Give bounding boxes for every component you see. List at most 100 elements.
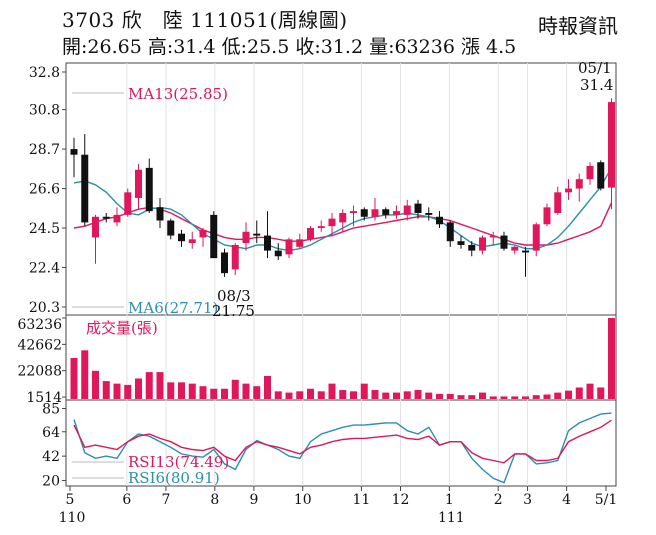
rsi13-line [73,419,612,464]
rsi13-legend: RSI13(74.49) [128,453,229,471]
candle-body [479,237,486,251]
volume-bar [296,391,304,399]
volume-bar [339,390,347,399]
volume-bar [274,391,282,399]
volume-bar [231,379,239,399]
candle-body [274,250,282,257]
volume-bar [156,372,164,399]
volume-bar [317,391,325,399]
candle-body [414,203,422,213]
volume-bar [382,392,390,399]
x-tick-label: 10 [294,492,312,508]
candlesticks [70,98,615,277]
volume-bar [92,370,99,399]
moving-average-lines [73,167,613,252]
ma13-legend: MA13(25.85) [128,85,228,103]
price-axis: 32.8 30.8 28.7 26.6 24.5 22.4 20.3 [29,65,66,316]
volume-bar [500,396,508,399]
volume-bar [597,387,605,399]
rsi-panel-frame [65,399,617,487]
x-tick-label: 11 [352,492,370,508]
candle-body [285,239,293,255]
volume-bar [489,396,497,399]
rsi6-legend: RSI6(80.91) [128,469,220,487]
volume-bar [522,396,529,399]
volume-bar [328,383,336,399]
volume-bar [554,392,562,399]
rsi-tick-label: 42 [42,449,60,465]
candle-body [586,166,594,180]
volume-bar [124,384,132,399]
volume-tick-label: 42662 [17,337,62,353]
candle-body [339,213,347,223]
candle-body [307,228,314,240]
volume-bar [113,383,121,399]
candle-body [554,192,562,213]
volume-bar [532,395,540,399]
volume-bar [436,393,443,399]
candle-body [532,224,540,251]
candle-body [468,244,476,251]
candle-body [382,209,390,215]
x-tick-label: 12 [392,492,410,508]
x-tick-year: 110 [59,510,86,526]
rsi-tick-label: 20 [42,473,60,489]
candle-body [403,205,411,215]
volume-tick-label: 1514 [26,390,62,406]
volume-bar [102,381,110,399]
candle-body [102,216,110,219]
ma6-legend: MA6(27.71) [128,299,218,317]
candle-body [145,167,153,212]
candle-body [393,211,400,215]
volume-bar [350,391,357,399]
candle-body [371,209,379,217]
x-tick-label: 7 [161,492,170,508]
volume-tick-label: 63236 [17,317,62,333]
candle-body [597,162,605,189]
candle-body [167,220,175,236]
volume-bar [403,391,411,399]
volume-label: 成交量(張) [86,319,158,337]
candle-body [210,214,218,259]
candle-body [489,235,497,238]
grid-lines [126,63,568,486]
candle-body [81,154,89,223]
volume-bar [253,386,261,399]
volume-bar [135,378,142,399]
candle-body [565,188,572,193]
price-tick-label: 30.8 [29,103,60,119]
volume-bar [188,383,196,399]
volume-bar [307,388,314,399]
candle-body [253,233,261,236]
candle-body [70,149,78,155]
candle-body [242,231,250,244]
rsi-tick-label: 64 [42,425,60,441]
x-tick-label: 4 [562,492,571,508]
candle-body [156,207,164,221]
candle-body [188,239,196,244]
volume-bar [586,383,594,399]
x-tick-label: 6 [122,492,131,508]
candle-body [113,214,121,223]
candle-body [575,179,583,189]
high-value-label: 31.4 [580,76,613,94]
price-tick-label: 32.8 [29,65,60,81]
volume-bar [414,390,422,399]
volume-bar [511,396,519,399]
low-value-label: 21.75 [212,302,255,320]
volume-bar [285,392,293,399]
volume-bar [371,390,379,399]
high-date-label: 05/1 [578,59,612,77]
volume-bar [575,387,583,399]
low-date-label: 08/3 [217,287,251,305]
x-tick-label: 1 [445,492,454,508]
volume-bar [543,394,551,399]
volume-bar [457,395,465,399]
x-tick-label: 5 [66,492,75,508]
volume-axis: 63236 42662 22088 1514 [17,317,66,406]
x-tick-label: 9 [249,492,258,508]
price-tick-label: 26.6 [29,182,60,198]
volume-bar [565,390,572,399]
chart-title: 3703 欣 陸 111051(周線圖) [62,8,348,32]
volume-bar [608,318,615,399]
